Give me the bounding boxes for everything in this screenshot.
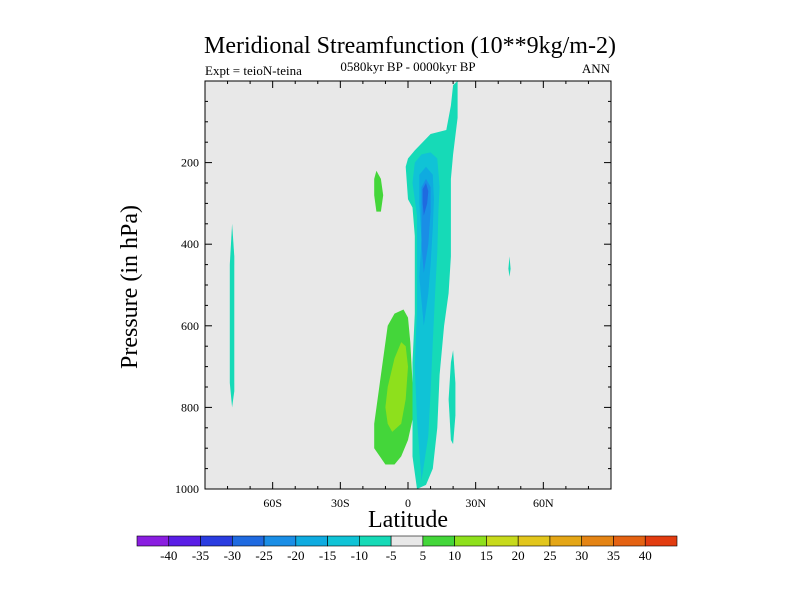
colorbar-swatch — [581, 535, 614, 547]
y-tick-label: 600 — [181, 319, 199, 333]
colorbar-label: -5 — [386, 548, 397, 563]
x-tick-label: 60S — [263, 496, 282, 510]
x-axis-ticks: 60S 30S 0 30N 60N — [263, 81, 554, 510]
y-axis-title: Pressure (in hPa) — [117, 205, 143, 369]
experiment-label: Expt = teioN-teina — [205, 63, 302, 78]
y-tick-label: 800 — [181, 400, 199, 414]
colorbar-label: -20 — [287, 548, 304, 563]
colorbar-swatch — [390, 535, 424, 547]
contour-region-4 — [412, 152, 440, 481]
colorbar-label: -25 — [255, 548, 272, 563]
colorbar-label: 20 — [512, 548, 525, 563]
colorbar: -40 -35 -30 -25 -20 -15 -10 -5 5 10 15 20 25 30 35 40 — [136, 535, 678, 563]
y-tick-label: 400 — [181, 237, 199, 251]
y-tick-label: 1000 — [175, 482, 199, 496]
colorbar-swatch — [359, 535, 392, 547]
colorbar-label: 10 — [448, 548, 461, 563]
contour-region-7 — [422, 183, 429, 216]
colorbar-label: 15 — [480, 548, 493, 563]
contour-region-8 — [374, 170, 384, 212]
contour-region-10 — [385, 342, 408, 432]
time-range-label: 0580kyr BP - 0000kyr BP — [340, 59, 475, 74]
colorbar-swatch — [136, 535, 170, 547]
colorbar-swatch — [517, 535, 551, 547]
x-tick-label: 30S — [331, 496, 350, 510]
y-tick-label: 200 — [181, 156, 199, 170]
minor-ticks — [205, 81, 611, 489]
colorbar-swatch — [231, 535, 265, 547]
colorbar-swatch — [327, 535, 360, 547]
colorbar-label: 35 — [607, 548, 620, 563]
colorbar-label: -40 — [160, 548, 177, 563]
colorbar-label: 40 — [639, 548, 652, 563]
colorbar-swatch — [549, 535, 583, 547]
contour-region-3 — [508, 256, 511, 277]
colorbar-label: 30 — [575, 548, 588, 563]
colorbar-swatch — [200, 535, 233, 547]
colorbar-label: -10 — [351, 548, 368, 563]
x-tick-label: 30N — [465, 496, 486, 510]
contour-fills — [229, 81, 511, 489]
colorbar-swatch — [263, 535, 297, 547]
colorbar-label: 25 — [543, 548, 556, 563]
x-tick-label: 0 — [405, 496, 411, 510]
colorbar-label: -30 — [224, 548, 241, 563]
chart-title: Meridional Streamfunction (10**9kg/m-2) — [204, 33, 616, 59]
colorbar-label: -35 — [192, 548, 209, 563]
plot-area: 60S 30S 0 30N 60N 200 400 600 800 1000 — [175, 80, 612, 510]
colorbar-swatch — [295, 535, 328, 547]
colorbar-label: 5 — [420, 548, 427, 563]
contour-region-1 — [229, 223, 235, 408]
colorbar-swatch — [486, 535, 519, 547]
colorbar-swatch — [613, 535, 646, 547]
x-axis-title: Latitude — [368, 507, 448, 533]
colorbar-swatch — [422, 535, 455, 547]
x-tick-label: 60N — [533, 496, 554, 510]
season-label: ANN — [582, 61, 611, 76]
colorbar-label: -15 — [319, 548, 336, 563]
colorbar-swatch — [168, 535, 201, 547]
colorbar-swatch — [454, 535, 487, 547]
contour-region-2 — [448, 350, 456, 445]
colorbar-swatch — [644, 535, 678, 547]
y-axis-ticks: 200 400 600 800 1000 — [175, 156, 611, 496]
